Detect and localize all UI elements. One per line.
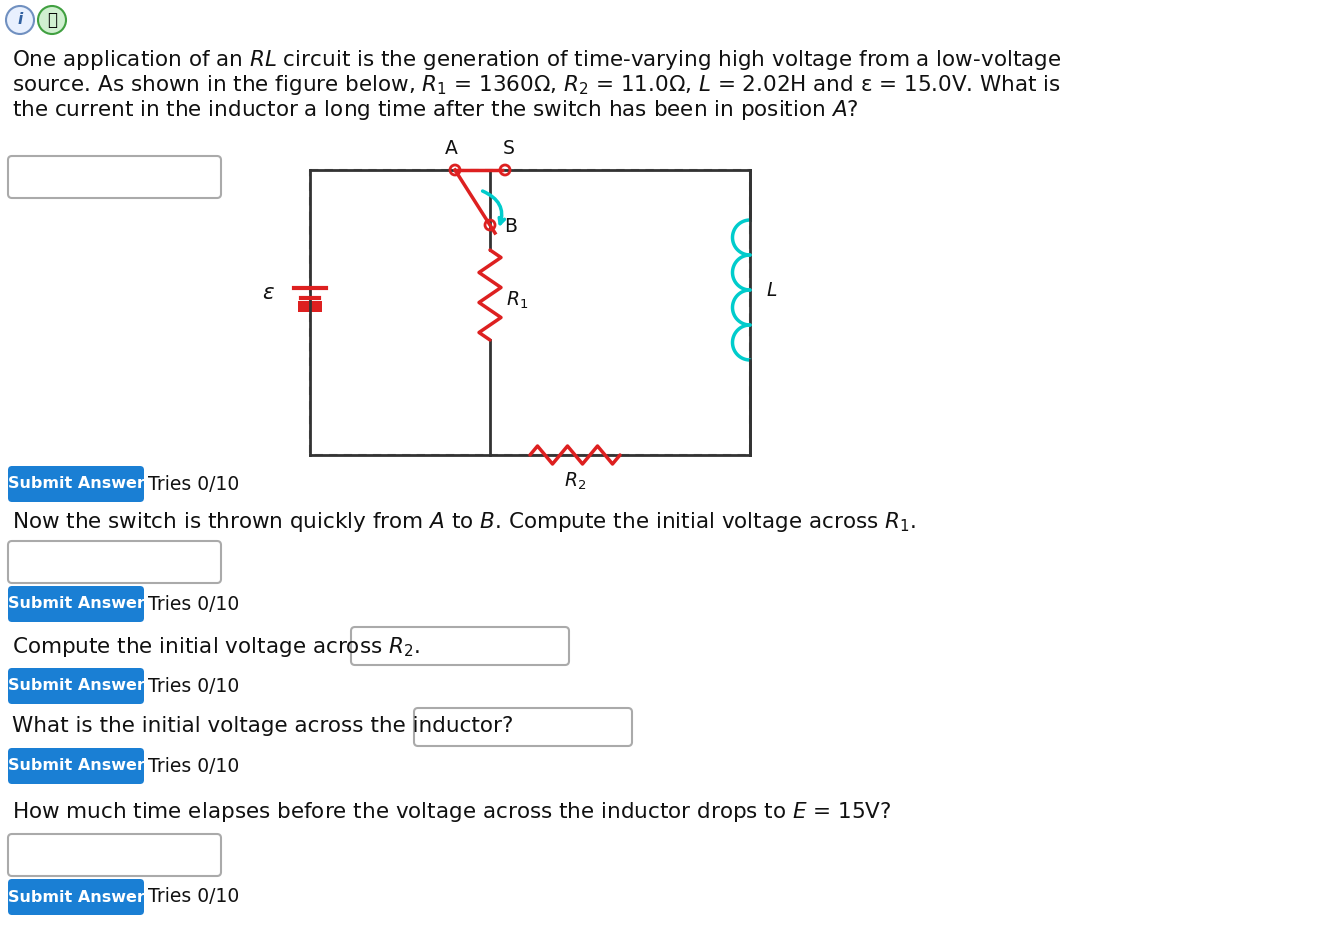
Bar <box>310 170 750 455</box>
Text: $R_2$: $R_2$ <box>565 471 586 492</box>
Text: the current in the inductor a long time after the switch has been in position $A: the current in the inductor a long time … <box>12 98 858 122</box>
Text: How much time elapses before the voltage across the inductor drops to $E$ = 15V?: How much time elapses before the voltage… <box>12 800 892 824</box>
Text: Submit Answer: Submit Answer <box>8 476 145 491</box>
Circle shape <box>38 6 66 34</box>
FancyBboxPatch shape <box>8 879 143 915</box>
Text: $R_1$: $R_1$ <box>506 289 528 310</box>
Text: Submit Answer: Submit Answer <box>8 678 145 693</box>
FancyBboxPatch shape <box>8 541 221 583</box>
Circle shape <box>5 6 34 34</box>
Text: Submit Answer: Submit Answer <box>8 759 145 774</box>
Text: $L$: $L$ <box>766 281 778 299</box>
Text: Tries 0/10: Tries 0/10 <box>148 757 239 775</box>
Text: Tries 0/10: Tries 0/10 <box>148 474 239 494</box>
Text: B: B <box>504 217 518 237</box>
Text: S: S <box>503 139 515 158</box>
FancyBboxPatch shape <box>8 748 143 784</box>
Text: Submit Answer: Submit Answer <box>8 596 145 611</box>
Text: Tries 0/10: Tries 0/10 <box>148 595 239 613</box>
Text: i: i <box>17 12 23 28</box>
Text: Tries 0/10: Tries 0/10 <box>148 677 239 695</box>
FancyBboxPatch shape <box>8 668 143 704</box>
Text: A: A <box>445 139 457 158</box>
Text: What is the initial voltage across the inductor?: What is the initial voltage across the i… <box>12 716 514 736</box>
Text: Submit Answer: Submit Answer <box>8 889 145 904</box>
Text: source. As shown in the figure below, $R_1$ = 1360Ω, $R_2$ = 11.0Ω, $L$ = 2.02H : source. As shown in the figure below, $R… <box>12 73 1061 97</box>
FancyBboxPatch shape <box>8 156 221 198</box>
FancyBboxPatch shape <box>8 466 143 502</box>
Bar <box>298 301 322 312</box>
FancyBboxPatch shape <box>8 834 221 876</box>
Text: Tries 0/10: Tries 0/10 <box>148 887 239 907</box>
Text: Now the switch is thrown quickly from $A$ to $B$. Compute the initial voltage ac: Now the switch is thrown quickly from $A… <box>12 510 916 534</box>
Text: Compute the initial voltage across $R_2$.: Compute the initial voltage across $R_2$… <box>12 635 420 659</box>
FancyBboxPatch shape <box>351 627 569 665</box>
Text: $\varepsilon$: $\varepsilon$ <box>261 283 275 303</box>
Text: 👍: 👍 <box>47 11 58 29</box>
FancyBboxPatch shape <box>8 586 143 622</box>
FancyBboxPatch shape <box>414 708 632 746</box>
Text: One application of an $RL$ circuit is the generation of time-varying high voltag: One application of an $RL$ circuit is th… <box>12 48 1062 72</box>
